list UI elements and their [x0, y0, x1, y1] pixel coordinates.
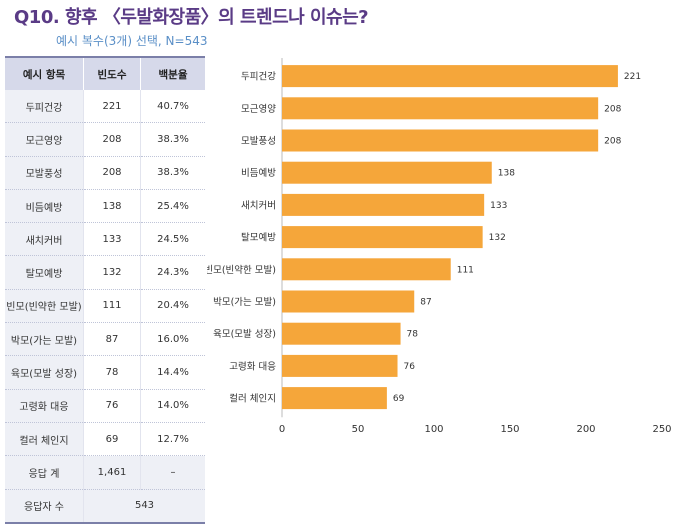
total-count: 1,461 [83, 455, 141, 490]
x-tick-label: 150 [500, 424, 519, 432]
table-body: 두피건강 221 40.7% 모근영양 208 38.3% 모발풍성 208 38.3% 비듬예방… [5, 90, 205, 524]
row-percent: 40.7% [140, 90, 205, 124]
row-percent: 25.4% [140, 189, 205, 224]
bar [282, 354, 398, 377]
respondents-value: 543 [83, 489, 205, 524]
category-label: 빈모(빈약한 모발) [207, 264, 276, 276]
row-percent: 38.3% [140, 122, 205, 157]
bar [282, 290, 415, 313]
value-label: 138 [498, 169, 515, 179]
category-label: 두피건강 [241, 72, 276, 83]
table-row: 모근영양 208 38.3% [5, 122, 205, 157]
bar [282, 322, 401, 345]
category-label: 박모(가는 모발) [213, 297, 276, 308]
x-tick-label: 50 [352, 424, 365, 432]
header-count: 빈도수 [83, 56, 141, 90]
category-label: 모발풍성 [241, 136, 276, 147]
row-count: 138 [83, 189, 141, 224]
bar-chart: 두피건강 221 모근영양 208 모발풍성 208 비듬예방 138 새치커버 133 탈모예방 1… [207, 58, 672, 432]
row-count: 208 [83, 122, 141, 157]
table-header-row: 예시 항목 빈도수 백분율 [5, 56, 205, 90]
row-label: 모근영양 [5, 122, 84, 157]
row-label: 새치커버 [5, 222, 84, 257]
table-row: 육모(모발 성장) 78 14.4% [5, 355, 205, 390]
row-count: 133 [83, 222, 141, 257]
respondents-label: 응답자 수 [5, 489, 84, 524]
x-tick-label: 100 [424, 424, 443, 432]
value-label: 221 [624, 72, 641, 82]
value-label: 208 [604, 104, 621, 114]
data-table: 예시 항목 빈도수 백분율 두피건강 221 40.7% 모근영양 208 38.3% 모발… [5, 56, 205, 524]
value-label: 76 [404, 362, 416, 372]
value-label: 208 [604, 137, 621, 147]
bar [282, 193, 485, 216]
value-label: 78 [407, 330, 419, 340]
value-label: 69 [393, 394, 405, 404]
row-label: 컬러 체인지 [5, 422, 84, 457]
row-percent: 14.4% [140, 355, 205, 390]
header-item: 예시 항목 [5, 56, 84, 90]
respondents-row: 응답자 수 543 [5, 489, 205, 524]
row-label: 비듬예방 [5, 189, 84, 224]
row-label: 박모(가는 모발) [5, 322, 84, 357]
category-label: 육모(모발 성장) [213, 329, 276, 340]
bar [282, 97, 599, 120]
value-label: 87 [420, 298, 431, 308]
total-label: 응답 계 [5, 455, 84, 490]
row-count: 221 [83, 90, 141, 124]
row-percent: 24.3% [140, 255, 205, 290]
table-row: 고령화 대응 76 14.0% [5, 389, 205, 423]
row-label: 고령화 대응 [5, 389, 84, 423]
row-percent: 16.0% [140, 322, 205, 357]
row-label: 모발풍성 [5, 156, 84, 190]
x-tick-label: 200 [576, 424, 595, 432]
table-row: 모발풍성 208 38.3% [5, 156, 205, 190]
row-percent: 24.5% [140, 222, 205, 257]
row-label: 빈모(빈약한 모발) [5, 289, 84, 324]
row-count: 78 [83, 355, 141, 390]
category-label: 새치커버 [241, 199, 276, 211]
table-row: 두피건강 221 40.7% [5, 90, 205, 124]
row-count: 208 [83, 156, 141, 190]
row-count: 69 [83, 422, 141, 457]
category-label: 비듬예방 [241, 168, 276, 179]
page-title: Q10. 향후 〈두발화장품〉의 트렌드나 이슈는? [14, 7, 369, 28]
page-subtitle: 예시 복수(3개) 선택, N=543 [56, 34, 208, 48]
row-percent: 14.0% [140, 389, 205, 423]
row-percent: 20.4% [140, 289, 205, 324]
category-label: 컬러 체인지 [229, 393, 276, 405]
total-row: 응답 계 1,461– [5, 455, 205, 490]
category-label: 고령화 대응 [229, 360, 276, 372]
x-tick-label: 250 [652, 424, 671, 432]
table-row: 비듬예방 138 25.4% [5, 189, 205, 224]
row-count: 111 [83, 289, 141, 324]
total-percent: – [140, 455, 205, 490]
row-label: 육모(모발 성장) [5, 355, 84, 390]
table-row: 빈모(빈약한 모발) 111 20.4% [5, 289, 205, 324]
bar [282, 129, 599, 152]
table-row: 탈모예방 132 24.3% [5, 255, 205, 290]
table-row: 컬러 체인지 69 12.7% [5, 422, 205, 457]
row-percent: 12.7% [140, 422, 205, 457]
bar [282, 226, 483, 249]
bar [282, 258, 451, 281]
bar [282, 387, 387, 410]
category-label: 탈모예방 [241, 232, 276, 244]
row-count: 132 [83, 255, 141, 290]
row-percent: 38.3% [140, 156, 205, 190]
row-label: 두피건강 [5, 90, 84, 124]
category-label: 모근영양 [241, 104, 276, 115]
table-row: 새치커버 133 24.5% [5, 222, 205, 257]
x-tick-label: 0 [279, 424, 285, 432]
table-row: 박모(가는 모발) 87 16.0% [5, 322, 205, 357]
bar [282, 161, 492, 184]
value-label: 111 [457, 265, 474, 275]
value-label: 132 [489, 233, 506, 243]
header-percent: 백분율 [140, 56, 205, 90]
bar [282, 65, 618, 88]
row-label: 탈모예방 [5, 255, 84, 290]
row-count: 87 [83, 322, 141, 357]
row-count: 76 [83, 389, 141, 423]
value-label: 133 [490, 201, 507, 211]
